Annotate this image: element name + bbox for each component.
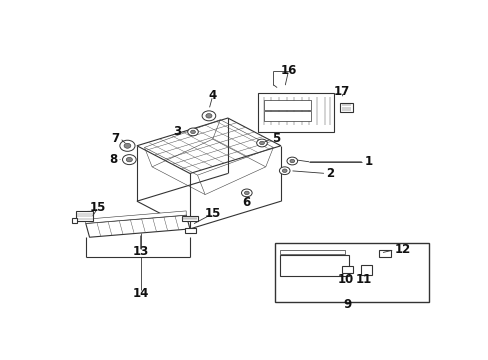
Text: 14: 14: [132, 287, 148, 300]
Text: 11: 11: [355, 273, 372, 286]
Polygon shape: [181, 216, 197, 221]
Polygon shape: [360, 265, 371, 275]
Circle shape: [205, 114, 212, 118]
Circle shape: [282, 169, 286, 172]
Text: 9: 9: [343, 298, 351, 311]
Polygon shape: [341, 266, 352, 273]
Text: 10: 10: [337, 273, 353, 286]
Text: 6: 6: [242, 196, 250, 209]
Circle shape: [279, 167, 289, 175]
Circle shape: [190, 130, 195, 134]
Circle shape: [256, 139, 267, 147]
Bar: [275, 243, 428, 302]
Circle shape: [259, 141, 264, 145]
Polygon shape: [76, 211, 93, 216]
Circle shape: [244, 191, 249, 195]
Polygon shape: [379, 250, 390, 257]
Text: 13: 13: [132, 245, 148, 258]
Text: 8: 8: [109, 153, 117, 166]
Polygon shape: [339, 103, 352, 112]
Text: 4: 4: [208, 89, 216, 102]
Circle shape: [241, 189, 252, 197]
Circle shape: [289, 159, 294, 163]
Polygon shape: [258, 93, 333, 132]
Circle shape: [120, 140, 135, 151]
Polygon shape: [72, 218, 77, 223]
Text: 3: 3: [173, 125, 181, 138]
Circle shape: [286, 157, 297, 165]
Polygon shape: [85, 215, 189, 237]
Text: 7: 7: [112, 131, 120, 144]
Text: 1: 1: [364, 156, 372, 168]
Text: 15: 15: [204, 207, 221, 220]
Circle shape: [126, 157, 132, 162]
Polygon shape: [264, 111, 311, 121]
Polygon shape: [280, 255, 348, 276]
Polygon shape: [264, 100, 311, 110]
Polygon shape: [185, 228, 195, 233]
Text: 12: 12: [394, 243, 410, 256]
Text: 2: 2: [326, 167, 334, 180]
Circle shape: [124, 143, 131, 148]
Polygon shape: [85, 211, 186, 223]
Text: 16: 16: [280, 64, 296, 77]
Polygon shape: [137, 118, 280, 174]
Circle shape: [202, 111, 215, 121]
Text: 15: 15: [90, 201, 106, 214]
Circle shape: [187, 128, 198, 136]
Text: 5: 5: [271, 132, 280, 145]
Circle shape: [122, 155, 136, 165]
Polygon shape: [76, 211, 93, 221]
Polygon shape: [280, 250, 345, 255]
Text: 17: 17: [333, 85, 349, 98]
